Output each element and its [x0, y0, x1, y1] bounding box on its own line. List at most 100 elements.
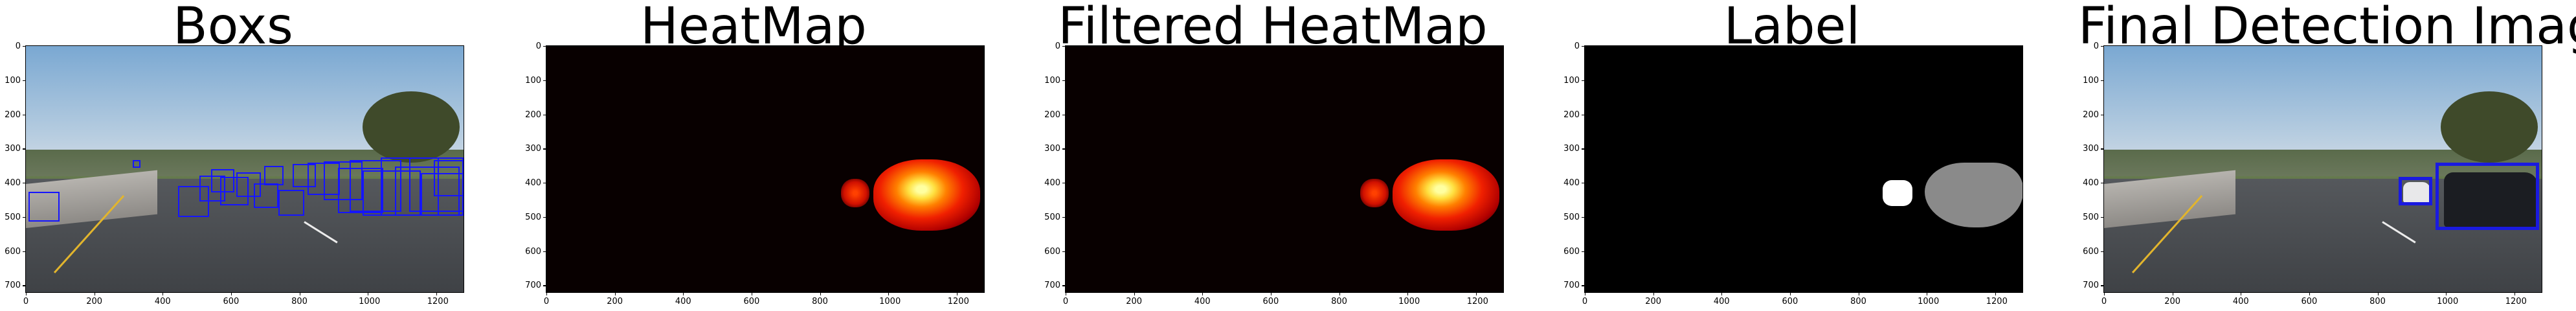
search-box	[133, 160, 140, 168]
y-tick-mark	[23, 80, 26, 81]
y-tick-mark	[2101, 80, 2104, 81]
x-tick-label: 0	[1062, 297, 1069, 306]
y-tick-label: 500	[1044, 212, 1060, 222]
y-tick-label: 0	[535, 41, 541, 51]
search-box	[338, 168, 383, 213]
y-tick-label: 400	[1044, 178, 1060, 189]
y-tick-label: 300	[1044, 144, 1060, 154]
y-tick-label: 0	[1055, 41, 1060, 51]
y-tick-label: 600	[2083, 246, 2099, 257]
panel-title: Filtered HeatMap	[1058, 0, 1488, 56]
x-tick-mark	[614, 292, 616, 295]
y-tick-label: 500	[5, 212, 21, 222]
x-tick-mark	[820, 292, 821, 295]
y-tick-mark	[1582, 80, 1585, 81]
search-box	[254, 183, 278, 208]
search-box	[293, 164, 316, 187]
x-tick-label: 200	[86, 297, 103, 306]
black-car	[2444, 172, 2538, 227]
x-tick-mark	[436, 292, 437, 295]
x-tick-label: 800	[812, 297, 828, 306]
x-tick-mark	[956, 292, 958, 295]
x-tick-label: 1200	[1466, 297, 1488, 306]
search-box	[278, 190, 304, 216]
y-tick-mark	[1582, 285, 1585, 286]
search-box	[28, 192, 60, 222]
y-tick-mark	[543, 251, 546, 252]
y-tick-label: 300	[5, 144, 21, 154]
y-tick-mark	[23, 251, 26, 252]
x-tick-mark	[546, 292, 548, 295]
y-tick-mark	[543, 285, 546, 286]
x-tick-mark	[2514, 292, 2515, 295]
panel-title: Label	[1723, 0, 1861, 56]
x-tick-label: 800	[2369, 297, 2386, 306]
y-tick-mark	[1062, 80, 1066, 81]
x-tick-label: 1000	[1918, 297, 1940, 306]
heat-blob	[1393, 159, 1499, 231]
x-tick-label: 800	[291, 297, 308, 306]
panel-final-detection: Final Detection Image 0 100 200 300 400 500 60…	[2078, 0, 2576, 311]
y-tick-label: 700	[1563, 281, 1580, 291]
x-tick-mark	[1134, 292, 1135, 295]
search-box	[220, 177, 249, 205]
heat-blob	[1360, 179, 1389, 207]
tree	[2441, 91, 2538, 163]
y-tick-label: 100	[1563, 75, 1580, 86]
panel-title: HeatMap	[640, 0, 867, 56]
x-tick-mark	[1995, 292, 1996, 295]
panel-label: Label 0 100 200 300 400 500 600 700 0 200 400 600 80…	[1559, 0, 2025, 311]
y-tick-label: 400	[2083, 178, 2099, 189]
y-tick-label: 600	[525, 246, 541, 257]
heat-blob	[873, 159, 980, 231]
white-car	[2403, 182, 2430, 203]
x-tick-label: 800	[1850, 297, 1866, 306]
y-tick-mark	[543, 46, 546, 47]
heatmap-image	[546, 45, 985, 293]
x-tick-label: 600	[743, 297, 760, 306]
y-tick-label: 100	[1044, 75, 1060, 86]
x-tick-mark	[1789, 292, 1791, 295]
panel-title: Boxs	[173, 0, 293, 56]
x-tick-label: 800	[1331, 297, 1347, 306]
x-tick-mark	[162, 292, 164, 295]
panel-boxs: Boxs 0 100 200 300 400 500 600 700 0 200 400 600 800…	[0, 0, 466, 311]
x-tick-mark	[1202, 292, 1204, 295]
x-tick-label: 400	[1713, 297, 1730, 306]
y-tick-mark	[1062, 216, 1066, 218]
search-box	[178, 186, 209, 217]
y-tick-mark	[23, 46, 26, 47]
x-tick-label: 1200	[2505, 297, 2527, 306]
y-tick-mark	[23, 285, 26, 286]
y-tick-label: 500	[525, 212, 541, 222]
y-tick-label: 0	[15, 41, 21, 51]
y-tick-label: 600	[1563, 246, 1580, 257]
y-tick-mark	[1062, 148, 1066, 150]
y-tick-label: 0	[2093, 41, 2099, 51]
search-box	[350, 160, 401, 212]
y-tick-label: 100	[5, 75, 21, 86]
x-tick-label: 1000	[359, 297, 381, 306]
filtered-heatmap-image	[1065, 45, 1504, 293]
y-tick-label: 200	[525, 109, 541, 120]
x-tick-label: 400	[2232, 297, 2249, 306]
x-tick-mark	[1339, 292, 1340, 295]
y-tick-mark	[1062, 285, 1066, 286]
y-tick-label: 300	[2083, 144, 2099, 154]
y-tick-label: 200	[5, 109, 21, 120]
y-tick-label: 200	[1563, 109, 1580, 120]
x-tick-label: 600	[1782, 297, 1798, 306]
y-tick-label: 500	[1563, 212, 1580, 222]
search-box	[324, 161, 363, 200]
y-tick-label: 700	[2083, 281, 2099, 291]
x-tick-label: 0	[543, 297, 550, 306]
label-image	[1584, 45, 2023, 293]
x-tick-label: 1200	[427, 297, 449, 306]
y-tick-mark	[1582, 216, 1585, 218]
y-tick-label: 500	[2083, 212, 2099, 222]
x-tick-mark	[888, 292, 890, 295]
y-tick-label: 400	[5, 178, 21, 189]
search-box	[199, 176, 225, 202]
x-tick-mark	[683, 292, 684, 295]
search-box	[211, 169, 234, 192]
